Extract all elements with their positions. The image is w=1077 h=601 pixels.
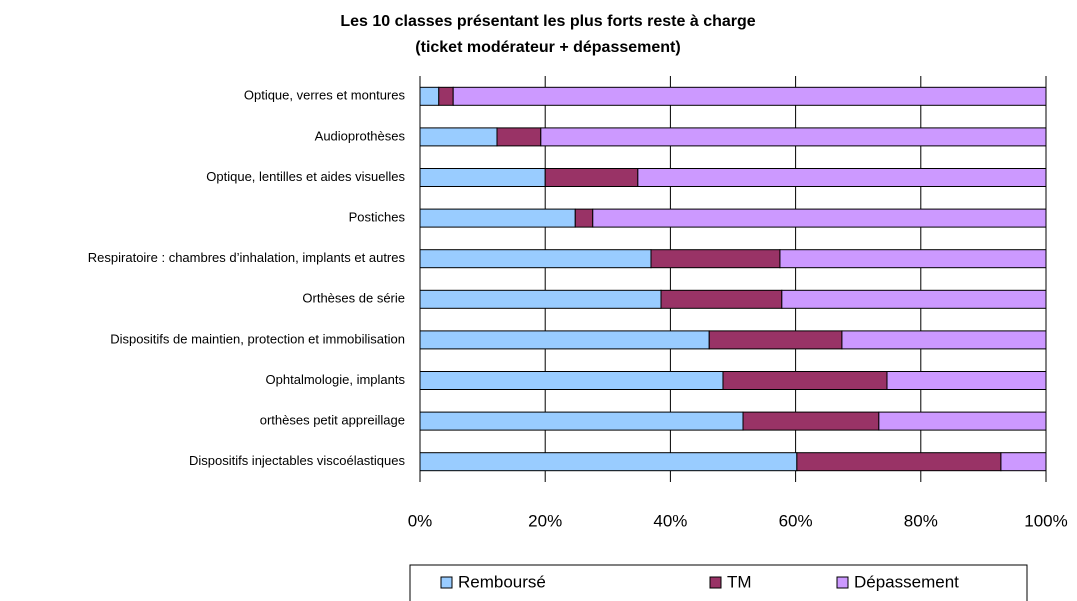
y-tick-label: Respiratoire : chambres d’inhalation, im… xyxy=(88,250,406,265)
bar-segment xyxy=(419,411,744,431)
bar-segment xyxy=(660,289,783,309)
bar-segment xyxy=(592,208,1047,228)
bar-segment xyxy=(779,249,1047,269)
chart-subtitle: (ticket modérateur + dépassement) xyxy=(415,39,680,56)
y-tick-label: Orthèses de série xyxy=(302,291,405,306)
bar-segment xyxy=(419,452,798,472)
bar-segment xyxy=(650,249,781,269)
bar-segment xyxy=(452,86,1047,106)
y-tick-label: Optique, lentilles et aides visuelles xyxy=(206,169,405,184)
bar-segment xyxy=(708,330,843,350)
bar-segment xyxy=(841,330,1047,350)
y-tick-label: Optique, verres et montures xyxy=(244,88,406,103)
bar-segment xyxy=(540,127,1047,147)
legend-label: Remboursé xyxy=(458,572,546,591)
bar-segment xyxy=(796,452,1002,472)
x-tick-label: 40% xyxy=(653,511,687,530)
y-tick-label: Postiches xyxy=(349,210,406,225)
x-tick-label: 80% xyxy=(904,511,938,530)
bar-segment xyxy=(781,289,1047,309)
legend-label: Dépassement xyxy=(854,572,959,591)
y-tick-label: Audioprothèses xyxy=(315,128,406,143)
bar-segment xyxy=(419,168,546,187)
y-tick-label: Dispositifs de maintien, protection et i… xyxy=(110,331,405,346)
x-tick-label: 20% xyxy=(528,511,562,530)
bar-segment xyxy=(544,168,639,187)
bar-segment xyxy=(419,86,440,106)
x-tick-label: 0% xyxy=(408,511,433,530)
bar-segment xyxy=(438,86,454,106)
y-tick-label: Dispositifs injectables viscoélastiques xyxy=(189,453,406,468)
y-tick-label: orthèses petit appreillage xyxy=(260,413,405,428)
bar-segment xyxy=(419,208,576,228)
bar-segment xyxy=(419,330,710,350)
x-tick-label: 60% xyxy=(779,511,813,530)
bar-segment xyxy=(886,371,1047,390)
bar-segment xyxy=(419,289,662,309)
y-tick-label: Ophtalmologie, implants xyxy=(266,372,406,387)
chart-title: Les 10 classes présentant les plus forts… xyxy=(340,13,755,30)
bar-segment xyxy=(419,249,652,269)
legend-swatch xyxy=(709,576,722,589)
bar-segment xyxy=(722,371,888,390)
bar-segment xyxy=(419,127,498,147)
legend-swatch xyxy=(440,576,453,589)
bar-segment xyxy=(496,127,542,147)
bar-segment xyxy=(742,411,880,431)
bar-segment xyxy=(1000,452,1047,472)
bar-segment xyxy=(637,168,1047,187)
bar-segment xyxy=(574,208,594,228)
x-tick-label: 100% xyxy=(1024,511,1067,530)
legend-label: TM xyxy=(727,572,752,591)
legend-swatch xyxy=(836,576,849,589)
bar-segment xyxy=(878,411,1047,431)
bar-segment xyxy=(419,371,724,390)
